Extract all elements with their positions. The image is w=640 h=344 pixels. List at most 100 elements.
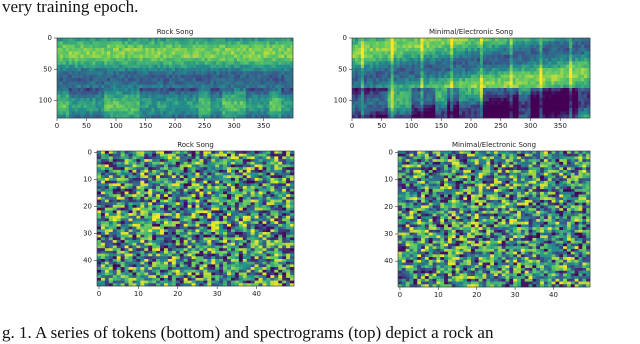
pixel [107, 101, 110, 105]
pixel [252, 38, 255, 42]
pixel [75, 105, 78, 109]
pixel [235, 173, 239, 176]
pixel [379, 41, 382, 45]
pixel [215, 205, 219, 208]
pixel [504, 101, 507, 105]
pixel [456, 101, 459, 105]
pixel [406, 58, 409, 62]
pixel [176, 165, 180, 168]
pixel [243, 55, 246, 59]
pixel [403, 91, 406, 95]
pixel [113, 186, 117, 189]
pixel [426, 98, 429, 102]
pixel [444, 78, 447, 82]
pixel [507, 75, 510, 79]
pixel [252, 65, 255, 69]
pixel [435, 61, 438, 65]
pixel [146, 111, 149, 115]
pixel [551, 58, 554, 62]
pixel [181, 81, 184, 85]
pixel [180, 186, 184, 189]
pixel [281, 45, 284, 49]
pixel [116, 61, 119, 65]
pixel [87, 71, 90, 75]
pixel [178, 81, 181, 85]
pixel [286, 156, 290, 159]
pixel [569, 58, 572, 62]
pixel [205, 88, 208, 92]
pixel [181, 95, 184, 99]
pixel [477, 61, 480, 65]
pixel [539, 68, 542, 72]
pixel [584, 101, 587, 105]
pixel [207, 181, 211, 184]
pixel [450, 75, 453, 79]
pixel [104, 58, 107, 62]
pixel [471, 88, 474, 92]
pixel [423, 51, 426, 55]
pixel [107, 68, 110, 72]
pixel [72, 105, 75, 109]
pixel [563, 55, 566, 59]
pixel [172, 200, 176, 203]
pixel [270, 192, 274, 195]
pixel [578, 41, 581, 45]
pixel [554, 81, 557, 85]
pixel [180, 189, 184, 192]
pixel [172, 183, 176, 186]
pixel [78, 65, 81, 69]
pixel [370, 88, 373, 92]
pixel [184, 197, 188, 200]
pixel [548, 68, 551, 72]
pixel [199, 78, 202, 82]
pixel [104, 101, 107, 105]
pixel [202, 45, 205, 49]
pixel [545, 65, 548, 69]
pixel [462, 105, 465, 109]
pixel [278, 159, 282, 162]
pixel [219, 98, 222, 102]
pixel [406, 51, 409, 55]
pixel [75, 48, 78, 52]
pixel [533, 88, 536, 92]
pixel [89, 81, 92, 85]
pixel [121, 170, 125, 173]
pixel [243, 38, 246, 42]
pixel [262, 154, 266, 157]
pixel [255, 192, 259, 195]
pixel [382, 105, 385, 109]
pixel [215, 175, 219, 178]
pixel [447, 55, 450, 59]
pixel [196, 85, 199, 89]
pixel [516, 68, 519, 72]
pixel [166, 108, 169, 112]
pixel [156, 159, 160, 162]
pixel [107, 78, 110, 82]
pixel [284, 98, 287, 102]
pixel [243, 200, 247, 203]
pixel [156, 175, 160, 178]
pixel [361, 45, 364, 49]
pixel [109, 205, 113, 208]
pixel [474, 88, 477, 92]
pixel [207, 65, 210, 69]
pixel [417, 98, 420, 102]
pixel [125, 65, 128, 69]
pixel [92, 55, 95, 59]
pixel [492, 65, 495, 69]
pixel [129, 194, 133, 197]
pixel [125, 91, 128, 95]
pixel [409, 61, 412, 65]
pixel [525, 91, 528, 95]
pixel [188, 194, 192, 197]
pixel [266, 78, 269, 82]
pixel [196, 48, 199, 52]
pixel [417, 58, 420, 62]
pixel [259, 162, 263, 165]
pixel [584, 78, 587, 82]
pixel [125, 111, 128, 115]
pixel [169, 98, 172, 102]
pixel [151, 88, 154, 92]
pixel [259, 151, 263, 154]
pixel [539, 108, 542, 112]
